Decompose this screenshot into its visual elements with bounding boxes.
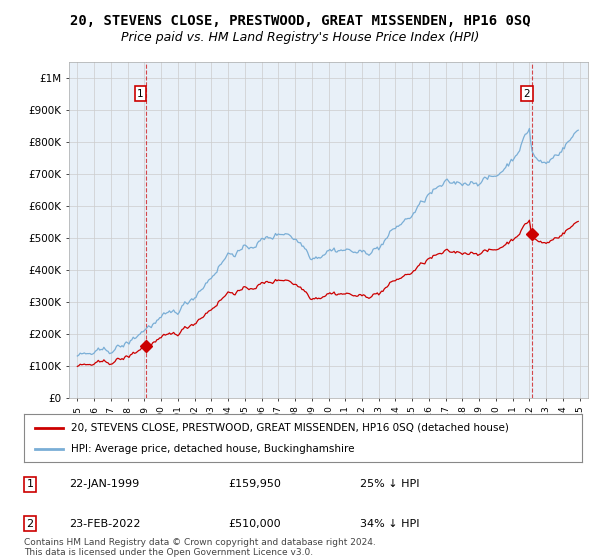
Text: £510,000: £510,000 bbox=[228, 519, 281, 529]
Text: 34% ↓ HPI: 34% ↓ HPI bbox=[360, 519, 419, 529]
Text: 25% ↓ HPI: 25% ↓ HPI bbox=[360, 479, 419, 489]
Text: 1: 1 bbox=[26, 479, 34, 489]
Text: Price paid vs. HM Land Registry's House Price Index (HPI): Price paid vs. HM Land Registry's House … bbox=[121, 31, 479, 44]
Text: HPI: Average price, detached house, Buckinghamshire: HPI: Average price, detached house, Buck… bbox=[71, 444, 355, 454]
Text: £159,950: £159,950 bbox=[228, 479, 281, 489]
Text: 22-JAN-1999: 22-JAN-1999 bbox=[69, 479, 139, 489]
Text: 1: 1 bbox=[137, 88, 144, 99]
Text: 20, STEVENS CLOSE, PRESTWOOD, GREAT MISSENDEN, HP16 0SQ: 20, STEVENS CLOSE, PRESTWOOD, GREAT MISS… bbox=[70, 14, 530, 28]
Text: 2: 2 bbox=[524, 88, 530, 99]
Text: 20, STEVENS CLOSE, PRESTWOOD, GREAT MISSENDEN, HP16 0SQ (detached house): 20, STEVENS CLOSE, PRESTWOOD, GREAT MISS… bbox=[71, 423, 509, 433]
Text: 23-FEB-2022: 23-FEB-2022 bbox=[69, 519, 140, 529]
Text: Contains HM Land Registry data © Crown copyright and database right 2024.
This d: Contains HM Land Registry data © Crown c… bbox=[24, 538, 376, 557]
Text: 2: 2 bbox=[26, 519, 34, 529]
